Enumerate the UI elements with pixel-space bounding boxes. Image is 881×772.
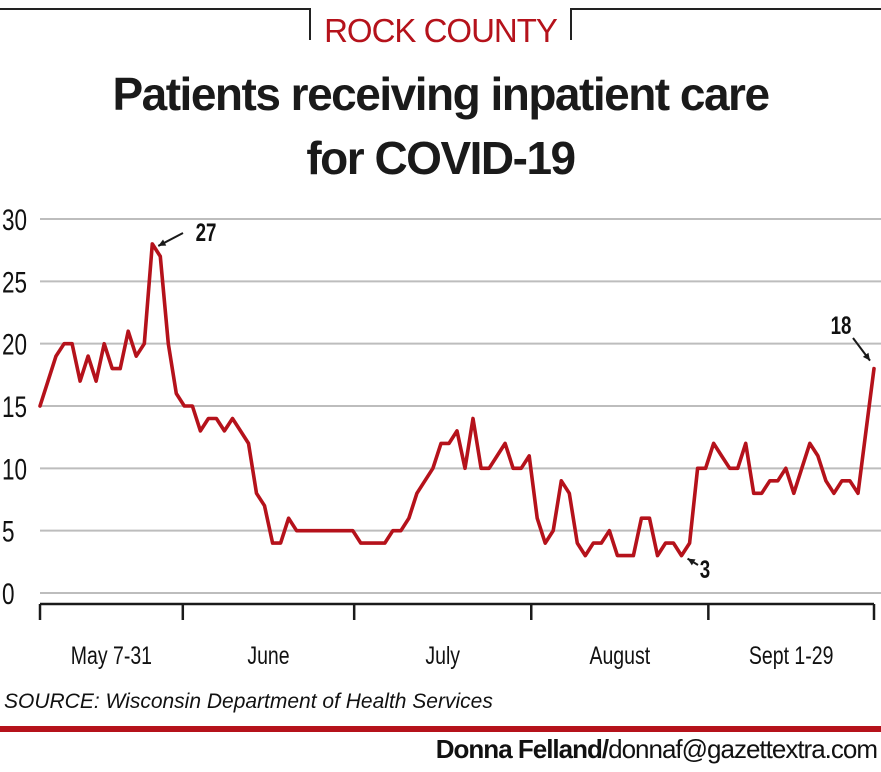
chart-title-line-2: for COVID-19 <box>306 132 576 184</box>
y-tick-label: 0 <box>2 577 15 611</box>
annotation-arrowhead <box>158 239 167 246</box>
kicker-tick-right <box>570 8 572 40</box>
x-tick-label: May 7-31 <box>71 642 152 670</box>
y-tick-label: 25 <box>2 265 27 299</box>
kicker-rule-left <box>0 8 310 10</box>
y-tick-label: 20 <box>2 328 27 362</box>
line-chart: 0 5 10 15 20 25 30 May 7-31 June July August Sept … <box>2 203 881 670</box>
x-tick-label: August <box>589 642 650 670</box>
annotations: 27 3 18 <box>157 218 871 584</box>
y-tick-labels: 0 5 10 15 20 25 30 <box>2 203 27 611</box>
annotation-arrowhead <box>862 352 870 361</box>
y-tick-label: 5 <box>2 515 15 549</box>
x-tick-label: June <box>247 642 289 670</box>
x-axis <box>38 602 876 620</box>
x-tick-labels: May 7-31 June July August Sept 1-29 <box>71 642 834 670</box>
kicker-rule-right <box>572 8 881 10</box>
series-line <box>38 242 876 558</box>
kicker-tick-left <box>309 8 311 40</box>
footer-rule <box>0 726 881 732</box>
annotation-label: 3 <box>700 555 710 583</box>
source-note: SOURCE: Wisconsin Department of Health S… <box>4 690 493 713</box>
credit: Donna Felland/donnaf@gazettextra.com <box>435 734 878 765</box>
credit-email: donnaf@gazettextra.com <box>608 734 878 764</box>
x-tick-label: July <box>425 642 460 670</box>
annotation-label: 18 <box>831 311 852 339</box>
kicker: ROCK COUNTY <box>324 12 558 49</box>
annotation-arrowhead <box>687 558 696 566</box>
x-tick-label: Sept 1-29 <box>749 642 834 670</box>
y-tick-label: 30 <box>2 203 27 237</box>
series <box>38 242 876 558</box>
chart-title-line-1: Patients receiving inpatient care <box>112 68 770 120</box>
y-tick-label: 10 <box>2 452 27 486</box>
grid <box>40 218 881 594</box>
y-tick-label: 15 <box>2 390 27 424</box>
annotation-label: 27 <box>196 218 217 246</box>
credit-name: Donna Felland/ <box>435 734 609 764</box>
